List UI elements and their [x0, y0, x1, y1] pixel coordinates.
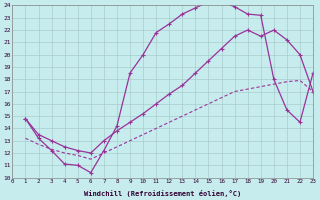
X-axis label: Windchill (Refroidissement éolien,°C): Windchill (Refroidissement éolien,°C): [84, 190, 241, 197]
